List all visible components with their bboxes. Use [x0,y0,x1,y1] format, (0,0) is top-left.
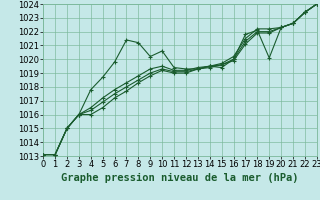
X-axis label: Graphe pression niveau de la mer (hPa): Graphe pression niveau de la mer (hPa) [61,173,299,183]
